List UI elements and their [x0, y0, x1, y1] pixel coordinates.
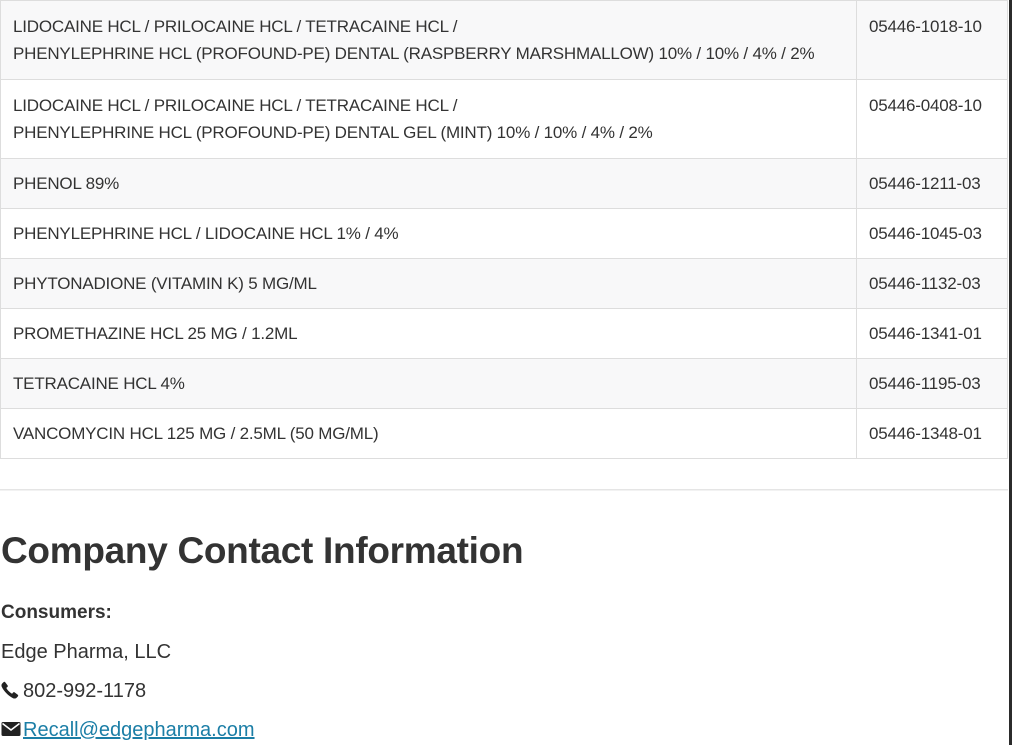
section-divider	[0, 489, 1008, 490]
product-cell: LIDOCAINE HCL / PRILOCAINE HCL / TETRACA…	[0, 79, 857, 159]
page-edge-border	[1009, 0, 1012, 745]
table-row: PHYTONADIONE (VITAMIN K) 5 MG/ML 05446-1…	[0, 258, 1008, 309]
table-row: PHENOL 89% 05446-1211-03	[0, 158, 1008, 209]
product-cell: PROMETHAZINE HCL 25 MG / 1.2ML	[0, 308, 857, 359]
product-name-line: LIDOCAINE HCL / PRILOCAINE HCL / TETRACA…	[13, 17, 458, 36]
contact-heading: Company Contact Information	[1, 530, 524, 571]
table-row: LIDOCAINE HCL / PRILOCAINE HCL / TETRACA…	[0, 0, 1008, 80]
ndc-cell: 05446-1211-03	[856, 158, 1008, 209]
table-row: PROMETHAZINE HCL 25 MG / 1.2ML 05446-134…	[0, 308, 1008, 359]
ndc-cell: 05446-0408-10	[856, 79, 1008, 159]
product-cell: PHENYLEPHRINE HCL / LIDOCAINE HCL 1% / 4…	[0, 208, 857, 259]
envelope-icon	[1, 719, 21, 737]
product-name-line: PHENYLEPHRINE HCL (PROFOUND-PE) DENTAL G…	[13, 123, 653, 142]
product-name-line: PHENYLEPHRINE HCL (PROFOUND-PE) DENTAL (…	[13, 44, 815, 63]
phone-number: 802-992-1178	[23, 680, 147, 702]
ndc-cell: 05446-1045-03	[856, 208, 1008, 259]
product-name-line: LIDOCAINE HCL / PRILOCAINE HCL / TETRACA…	[13, 96, 458, 115]
contact-section: Company Contact Information Consumers: E…	[1, 528, 1001, 743]
product-cell: LIDOCAINE HCL / PRILOCAINE HCL / TETRACA…	[0, 0, 857, 80]
product-cell: PHYTONADIONE (VITAMIN K) 5 MG/ML	[0, 258, 857, 309]
ndc-cell: 05446-1132-03	[856, 258, 1008, 309]
product-cell: PHENOL 89%	[0, 158, 857, 209]
table-row: PHENYLEPHRINE HCL / LIDOCAINE HCL 1% / 4…	[0, 208, 1008, 259]
phone-icon	[1, 680, 19, 699]
product-cell: TETRACAINE HCL 4%	[0, 358, 857, 409]
product-table: LIDOCAINE HCL / PRILOCAINE HCL / TETRACA…	[0, 0, 1008, 459]
product-cell: VANCOMYCIN HCL 125 MG / 2.5ML (50 MG/ML)	[0, 408, 857, 459]
ndc-cell: 05446-1341-01	[856, 308, 1008, 359]
email-link[interactable]: Recall@edgepharma.com	[23, 719, 255, 741]
table-row: LIDOCAINE HCL / PRILOCAINE HCL / TETRACA…	[0, 79, 1008, 159]
ndc-cell: 05446-1348-01	[856, 408, 1008, 459]
company-name: Edge Pharma, LLC	[1, 641, 172, 663]
table-row: VANCOMYCIN HCL 125 MG / 2.5ML (50 MG/ML)…	[0, 408, 1008, 459]
phone-line: 802-992-1178	[1, 678, 1001, 704]
ndc-cell: 05446-1195-03	[856, 358, 1008, 409]
ndc-cell: 05446-1018-10	[856, 0, 1008, 80]
table-row: TETRACAINE HCL 4% 05446-1195-03	[0, 358, 1008, 409]
consumers-label: Consumers:	[1, 602, 112, 623]
email-line: Recall@edgepharma.com	[1, 717, 1001, 743]
